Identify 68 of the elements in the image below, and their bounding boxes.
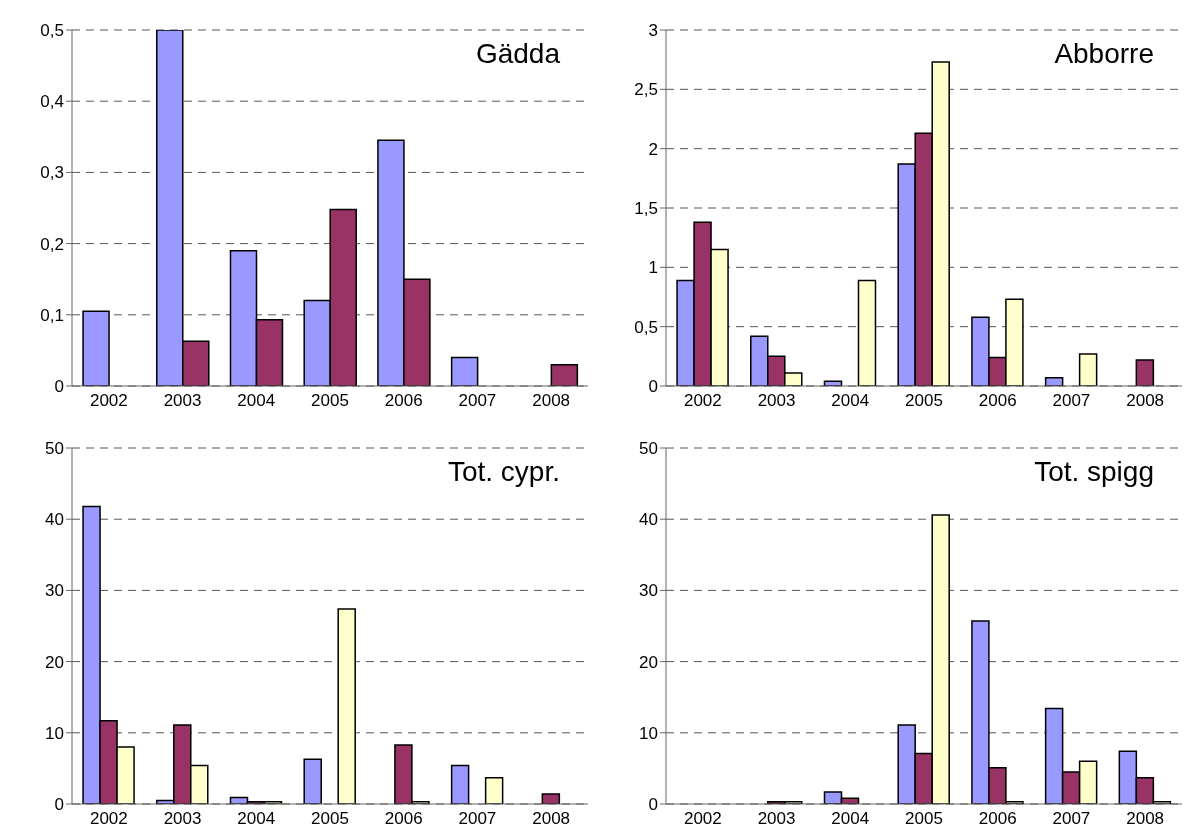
y-tick-label: 0,5: [634, 317, 658, 337]
bar: [484, 776, 504, 804]
x-tick-label: 2005: [905, 391, 943, 411]
chart-title: Abborre: [1052, 38, 1156, 70]
bar: [550, 363, 579, 386]
y-tick-label: 0: [648, 377, 658, 397]
chart-title: Gädda: [473, 38, 562, 70]
x-tick-label: 2003: [757, 809, 796, 829]
x-tick-label: 2004: [237, 809, 276, 829]
chart-title: Tot. spigg: [1032, 456, 1156, 488]
y-tick-label: 2,5: [634, 80, 658, 100]
x-tick-label: 2002: [89, 391, 128, 411]
x-tick-label: 2004: [831, 809, 870, 829]
y-tick-label: 40: [45, 510, 64, 530]
x-tick-label: 2008: [532, 809, 571, 829]
y-tick-label: 50: [45, 439, 64, 459]
x-tick-label: 2003: [163, 391, 202, 411]
y-tick-label: 0: [54, 795, 64, 815]
y-tick-label: 50: [639, 439, 658, 459]
y-tick-label: 20: [639, 652, 658, 672]
y-tick-label: 0,1: [40, 305, 64, 325]
x-tick-label: 2005: [311, 391, 349, 411]
x-tick-label: 2004: [237, 391, 276, 411]
x-tick-label: 2002: [683, 809, 722, 829]
bar: [450, 356, 479, 386]
y-tick-label: 10: [639, 723, 658, 743]
x-tick-label: 2005: [311, 809, 349, 829]
x-tick-label: 2003: [163, 809, 202, 829]
x-tick-label: 2003: [757, 391, 796, 411]
y-tick-label: 0,3: [40, 163, 64, 183]
bar: [337, 608, 356, 804]
x-tick-label: 2006: [978, 391, 1017, 411]
bar: [1135, 359, 1155, 386]
x-tick-label: 2007: [1052, 391, 1091, 411]
x-tick-label: 2008: [532, 391, 571, 411]
x-tick-label: 2005: [905, 809, 943, 829]
bar: [541, 793, 561, 804]
y-tick-label: 3: [648, 21, 658, 41]
y-tick-label: 0,2: [40, 234, 64, 254]
bar: [857, 279, 877, 386]
y-tick-label: 0: [648, 795, 658, 815]
bar: [303, 758, 322, 804]
y-tick-label: 30: [45, 581, 64, 601]
x-tick-label: 2007: [1052, 809, 1091, 829]
x-tick-label: 2007: [458, 809, 497, 829]
y-tick-label: 0: [54, 377, 64, 397]
y-tick-label: 1,5: [634, 199, 658, 219]
x-tick-label: 2006: [384, 809, 423, 829]
x-tick-label: 2006: [384, 391, 423, 411]
y-tick-label: 1: [648, 258, 658, 278]
y-tick-label: 2: [648, 139, 658, 159]
x-tick-label: 2008: [1126, 809, 1165, 829]
bar: [1078, 353, 1098, 386]
x-tick-label: 2002: [89, 809, 128, 829]
y-tick-label: 10: [45, 723, 64, 743]
y-tick-label: 20: [45, 652, 64, 672]
x-tick-label: 2004: [831, 391, 870, 411]
bar: [450, 764, 470, 804]
y-tick-label: 30: [639, 581, 658, 601]
y-tick-label: 40: [639, 510, 658, 530]
x-tick-label: 2002: [683, 391, 722, 411]
y-tick-label: 0,5: [40, 21, 64, 41]
bar: [82, 310, 110, 386]
y-tick-label: 0,4: [40, 92, 64, 112]
x-tick-label: 2008: [1126, 391, 1165, 411]
x-tick-label: 2006: [978, 809, 1017, 829]
chart-title: Tot. cypr.: [445, 456, 562, 488]
x-tick-label: 2007: [458, 391, 497, 411]
